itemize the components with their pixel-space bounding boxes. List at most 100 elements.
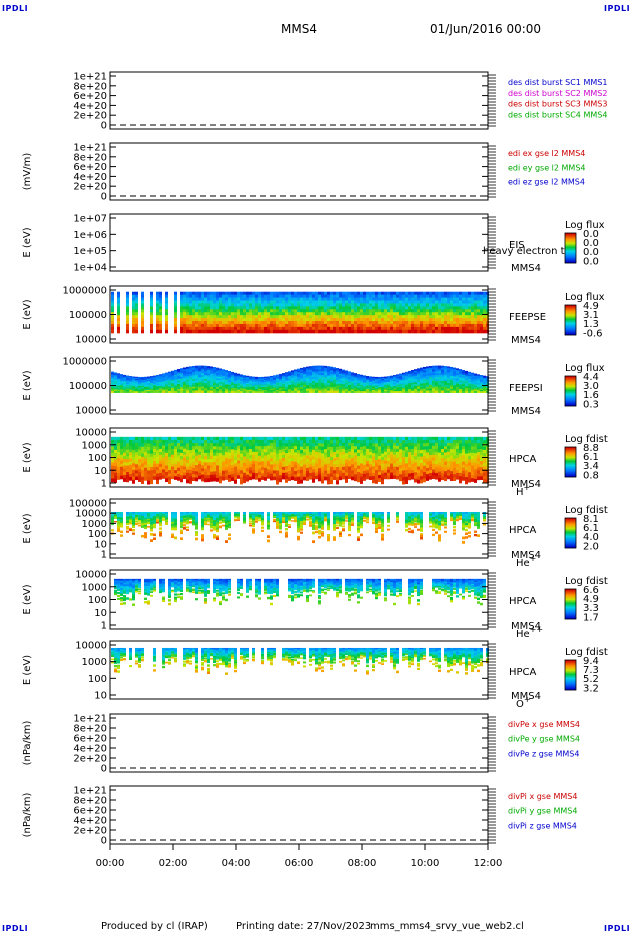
colorbar-frame [564, 659, 577, 691]
colorbar-tick-label: 0.8 [583, 470, 599, 481]
ytick-label: 4e+20 [73, 816, 107, 827]
instrument-label: FEEPSE [509, 312, 546, 323]
ytick-label: 4e+20 [73, 744, 107, 755]
legend-entry: des dist burst SC3 MMS3 [508, 100, 607, 109]
colorbar-frame [564, 446, 577, 478]
ytick-label: 100 [88, 595, 107, 606]
ytick-label: 8e+20 [73, 796, 107, 807]
panel-frame [109, 213, 489, 272]
panel-frame [109, 640, 489, 700]
colorbar-frame [564, 588, 577, 620]
ytick-label: 1 [101, 621, 107, 632]
legend-entry: divPe x gse MMS4 [508, 720, 580, 729]
ytick-label: 100000 [69, 381, 107, 392]
corner-label-bl: IPDLI [2, 924, 29, 933]
ytick-label: 1000 [82, 582, 107, 593]
ytick-label: 10000 [75, 641, 107, 652]
colorbar-tick-label: 4.0 [583, 532, 599, 543]
colorbar-tick-label: -0.6 [583, 328, 603, 339]
xtick-label: 06:00 [285, 858, 314, 869]
ytick-label: 10 [94, 466, 107, 477]
footer-produced: Produced by cl (IRAP) [101, 921, 208, 932]
ytick-label: 1e+06 [73, 230, 107, 241]
colorbar-tick-label: 1.6 [583, 390, 599, 401]
ylabel: E (eV) [22, 370, 33, 400]
footer-script: mms_mms4_srvy_vue_web2.cl [370, 921, 524, 932]
xtick-label: 12:00 [474, 858, 503, 869]
ytick-label: 1e+21 [73, 143, 107, 154]
ytick-label: 1e+21 [73, 786, 107, 797]
ylabel: (mV/m) [22, 153, 33, 191]
ytick-label: 1e+07 [73, 214, 107, 225]
colorbar-tick-label: 6.1 [583, 452, 599, 463]
spacecraft-label: MMS4 [511, 479, 541, 490]
ytick-label: 10000 [75, 428, 107, 439]
legend-entry: edi ex gse l2 MMS4 [508, 149, 585, 158]
ytick-label: 0 [101, 192, 107, 203]
colorbar-title: Log fdist [565, 576, 608, 587]
ytick-label: 1000000 [62, 286, 107, 297]
colorbar-tick-label: 4.4 [583, 372, 599, 383]
ytick-label: 8e+20 [73, 152, 107, 163]
panel-frame [109, 498, 489, 559]
instrument-label: EIS [509, 240, 525, 251]
legend-entry: edi ey gse l2 MMS4 [508, 163, 586, 172]
ytick-label: 100 [88, 529, 107, 540]
colorbar-tick-label: 3.1 [583, 310, 599, 321]
ylabel: E (eV) [22, 584, 33, 614]
ylabel: E (eV) [22, 299, 33, 329]
legend-entry: des dist burst SC2 MMS2 [508, 89, 607, 98]
colorbar-tick-label: 3.2 [583, 683, 599, 694]
colorbar-tick-label: 8.1 [583, 514, 599, 525]
ytick-label: 8e+20 [73, 81, 107, 92]
colorbar-tick-label: 3.3 [583, 603, 599, 614]
corner-label-tr: IPDLI [604, 4, 630, 13]
ytick-label: 1e+05 [73, 246, 107, 257]
colorbar-title: Log fdist [565, 647, 608, 658]
overlay-text: heavy electron to [483, 246, 571, 257]
ytick-label: 1000 [82, 657, 107, 668]
ytick-label: 0 [101, 836, 107, 847]
ytick-label: 2e+20 [73, 754, 107, 765]
ion-charge-sup: + [530, 554, 537, 563]
panel-frame [109, 142, 489, 201]
colorbar-tick-label: 9.4 [583, 656, 599, 667]
ylabel: (nPa/km) [22, 721, 33, 766]
panel-frame [109, 785, 489, 845]
xtick-label: 04:00 [222, 858, 251, 869]
ytick-label: 2e+20 [73, 826, 107, 837]
ytick-label: 2e+20 [73, 182, 107, 193]
colorbar-tick-label: 7.3 [583, 665, 599, 676]
colorbar-title: Log flux [565, 363, 605, 374]
ytick-label: 10000 [75, 509, 107, 520]
ytick-label: 1e+21 [73, 714, 107, 725]
spacecraft-label: MMS4 [511, 406, 541, 417]
ytick-label: 100 [88, 674, 107, 685]
colorbar-frame [564, 304, 577, 336]
ytick-label: 4e+20 [73, 101, 107, 112]
panel-frame [109, 713, 489, 773]
spacecraft-label: MMS4 [511, 550, 541, 561]
ytick-label: 6e+20 [73, 162, 107, 173]
instrument-label: FEEPSI [509, 383, 543, 394]
ytick-label: 8e+20 [73, 724, 107, 735]
colorbar-tick-label: 1.3 [583, 319, 599, 330]
colorbar-title: Log flux [565, 292, 605, 303]
ytick-label: 0 [101, 764, 107, 775]
ytick-label: 4e+20 [73, 172, 107, 183]
colorbar-tick-label: 2.0 [583, 541, 599, 552]
ytick-label: 1000000 [62, 357, 107, 368]
ytick-label: 2e+20 [73, 111, 107, 122]
ytick-label: 10 [94, 608, 107, 619]
instrument-label: HPCA [509, 454, 537, 465]
ytick-label: 1e+21 [73, 72, 107, 83]
spacecraft-label: MMS4 [511, 263, 541, 274]
colorbar-tick-label: 6.6 [583, 585, 599, 596]
spacecraft-label: MMS4 [511, 691, 541, 702]
